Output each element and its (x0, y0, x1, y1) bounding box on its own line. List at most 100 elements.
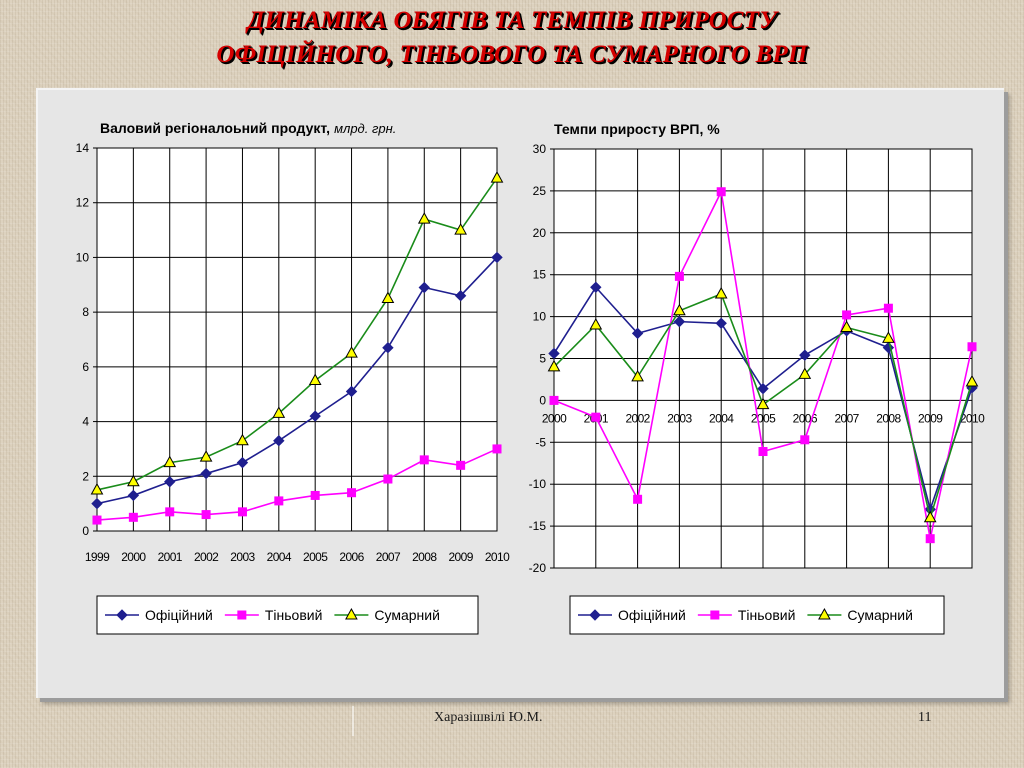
chart-1-series-2-point (128, 512, 138, 522)
chart-2-xtick-label: 2008 (876, 411, 901, 425)
chart-1-legend (96, 595, 479, 635)
chart-2-series-3-point (923, 510, 937, 523)
chart-1-xtick-label: 2010 (485, 550, 510, 564)
chart-1-series-3-point (236, 433, 249, 446)
chart-1-series-1-point (236, 456, 249, 469)
chart-1-ytick-label: 14 (76, 141, 90, 155)
chart-2-series-1-point (548, 347, 560, 360)
chart-2-ytick-label: 20 (533, 226, 547, 240)
chart-1-xtick-label: 2000 (121, 550, 146, 564)
chart-1-series-2-line (96, 448, 498, 521)
chart-1-series-3-point (308, 373, 322, 386)
chart-1-series-2-point (456, 460, 466, 470)
chart-2-series-1-point (757, 382, 769, 395)
chart-1-title-unit: млрд. грн. (334, 121, 396, 136)
chart-1-plot-area (97, 148, 497, 531)
chart-1-series-1-line (96, 256, 498, 505)
chart-2-series-1-point (799, 349, 811, 361)
chart-1-series-3-point (90, 482, 104, 495)
chart-1-xtick-label: 2008 (412, 550, 437, 564)
slide-title-line-2: ОФІЦІЙНОГО, ТІНЬОВОГО ТА СУМАРНОГО ВРП (216, 41, 808, 68)
chart-2-title: Темпи приросту ВРП, % (554, 121, 720, 137)
chart-1-xtick-label: 2004 (267, 550, 292, 564)
chart-2-series-2-point (883, 303, 893, 313)
chart-1-xtick-label: 2009 (448, 550, 473, 564)
chart-1-xtick-label: 2001 (158, 550, 183, 564)
page-number: 11 (918, 710, 932, 725)
chart-1-series-3-point (381, 291, 395, 303)
chart-1-series-3-point (417, 212, 431, 224)
chart-2-legend-marker-1 (589, 609, 601, 621)
chart-2-series-3-point (714, 286, 728, 299)
chart-2-legend-label-1: Офіційний (618, 607, 686, 623)
chart-2-series-2-point (674, 271, 684, 281)
chart-1-series-3-point (490, 171, 504, 183)
chart-1-series-1-point (345, 385, 358, 398)
chart-2-series-2-point (716, 187, 726, 197)
chart-1-series-2-point (165, 507, 175, 517)
chart-2-series-1-point (715, 317, 727, 330)
chart-1-ytick-label: 10 (76, 250, 90, 264)
chart-1-ytick-label: 6 (82, 360, 89, 374)
chart-1-ytick-label: 8 (82, 305, 89, 319)
chart-2-series-1-point (590, 281, 602, 293)
chart-1-plot-border (96, 147, 498, 532)
chart-1-series-2-point (274, 496, 284, 506)
chart-2-series-3-point (756, 397, 770, 410)
chart-1-series-3-point (163, 455, 177, 468)
chart-1-series-1-point (454, 290, 467, 302)
chart-1-xtick-label: 2002 (194, 550, 219, 564)
footer-divider (352, 706, 354, 736)
footer-author: Харазішвілі Ю.М. (434, 710, 543, 725)
slide-title-line-1: ДИНАМІКА ОБЯГІВ ТА ТЕМПІВ ПРИРОСТУ (247, 7, 777, 34)
chart-2-xtick-label: 2002 (625, 411, 650, 425)
chart-1-series-2-point (347, 488, 357, 498)
chart-2-ytick-label: -20 (529, 561, 547, 575)
chart-1-legend-label-3: Сумарний (374, 607, 440, 623)
chart-1-series-2-point (419, 455, 429, 465)
chart-2-series-1-point (631, 327, 644, 340)
chart-1-series-1-point (91, 497, 103, 510)
chart-2-series-2-point (591, 412, 601, 422)
chart-1-xtick-label: 2003 (230, 550, 255, 564)
chart-2-xtick-label: 2003 (667, 411, 692, 425)
chart-2-ytick-label: 30 (533, 142, 547, 156)
chart-1-series-1-point (309, 410, 321, 422)
chart-2-legend-marker-2 (710, 610, 720, 620)
chart-2-series-3-point (798, 367, 812, 379)
chart-2-series-3-point (965, 374, 979, 387)
chart-2-series-2-point (967, 342, 977, 352)
chart-1-series-3-point (454, 223, 467, 235)
slide-title: ДИНАМІКА ОБЯГІВ ТА ТЕМПІВ ПРИРОСТУ ОФІЦІ… (0, 4, 1024, 72)
chart-2-legend-marker-3 (818, 607, 831, 620)
chart-1-xtick-label: 2007 (376, 550, 401, 564)
chart-1-legend-marker-3 (345, 607, 358, 620)
chart-1-series-1-point (127, 489, 140, 502)
chart-1-legend-marker-2 (237, 610, 247, 620)
chart-1-series-1-point (273, 435, 285, 447)
chart-1-ytick-label: 0 (82, 524, 89, 538)
chart-1-xtick-label: 2005 (303, 550, 328, 564)
chart-2-xtick-label: 2005 (751, 411, 776, 425)
chart-2-ytick-label: -5 (535, 435, 546, 449)
chart-2-ytick-label: 25 (533, 184, 547, 198)
chart-2-ytick-label: 15 (533, 268, 547, 282)
chart-2-series-2-point (925, 534, 935, 544)
chart-1-title: Валовий регіоналоьний продукт, (100, 120, 330, 136)
chart-2-series-3-point (673, 303, 686, 316)
chart-1-series-3-line (96, 177, 498, 491)
chart-2-ytick-label: 5 (539, 352, 546, 366)
chart-1-legend-marker-1 (116, 609, 128, 621)
chart-1-series-3-point (345, 346, 358, 358)
chart-2-legend-label-2: Тіньовий (738, 607, 796, 623)
chart-2-xtick-label: 2000 (542, 411, 567, 425)
chart-2-series-2-point (549, 395, 559, 405)
chart-1-series-3-point (127, 474, 140, 487)
chart-2-ytick-label: 10 (533, 310, 547, 324)
chart-2-series-3-point (589, 317, 603, 330)
chart-1-series-1-point (418, 281, 430, 294)
chart-1-series-2-point (92, 515, 102, 525)
chart-1-series-2-point (383, 474, 393, 484)
chart-2-xtick-label: 2010 (960, 411, 985, 425)
